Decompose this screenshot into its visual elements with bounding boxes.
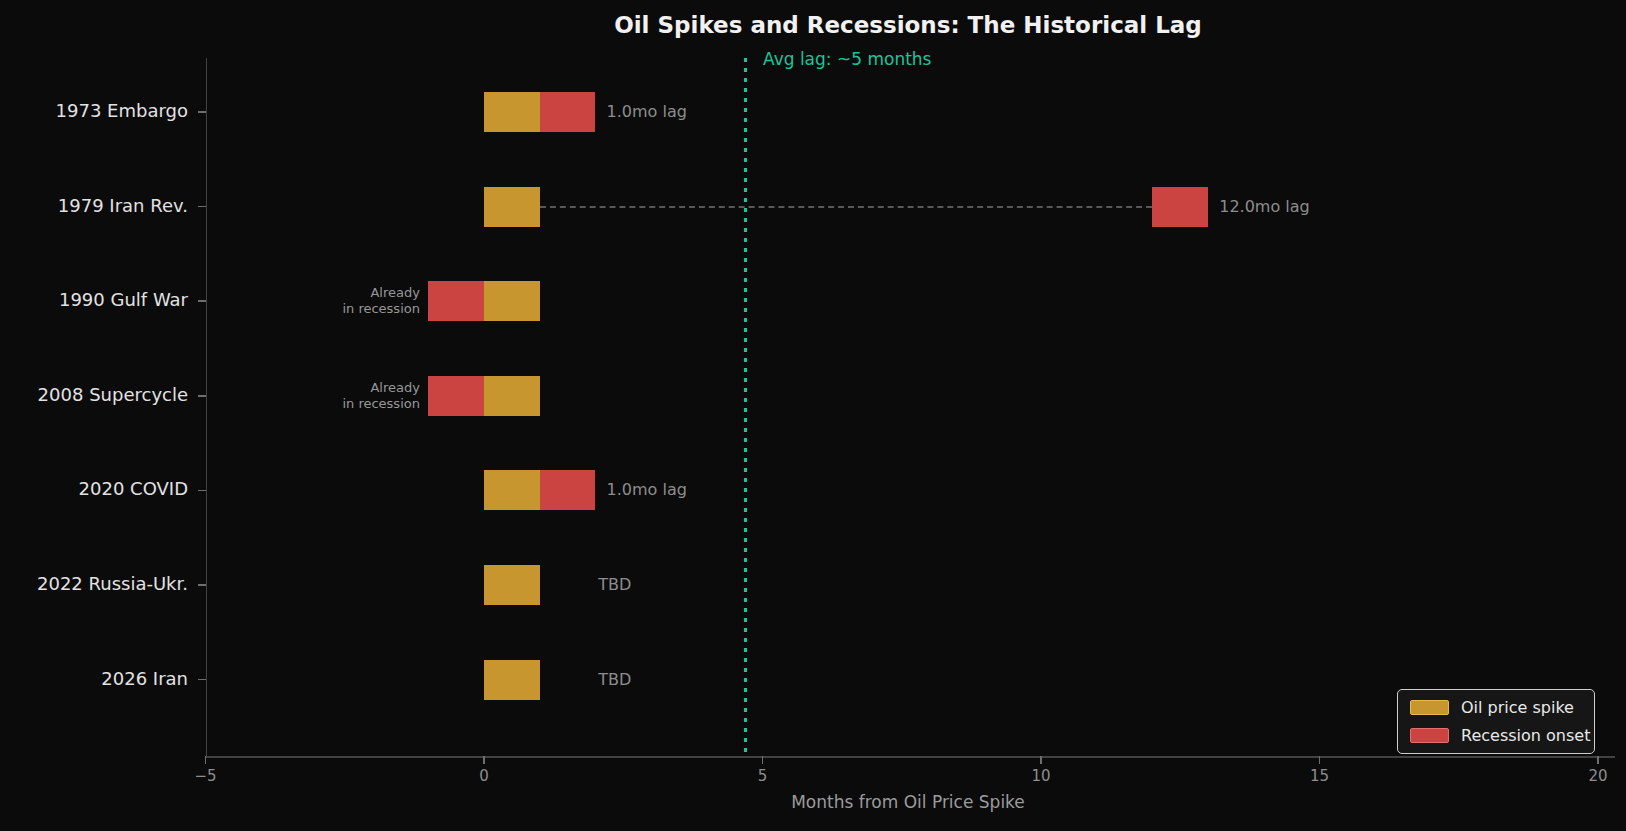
legend-label: Oil price spike: [1461, 698, 1574, 717]
x-tick: [762, 756, 764, 764]
recession-bar: [428, 281, 484, 321]
legend-item-recession-onset: Recession onset: [1410, 726, 1582, 745]
note-annotation: Already in recession: [342, 285, 420, 317]
spike-bar: [484, 187, 540, 227]
x-tick: [205, 756, 207, 764]
recession-bar: [1152, 187, 1208, 227]
lag-annotation: TBD: [598, 670, 631, 689]
category-label: 2020 COVID: [0, 478, 188, 499]
legend: Oil price spike Recession onset: [1397, 689, 1595, 754]
category-label: 1979 Iran Rev.: [0, 195, 188, 216]
y-tick: [198, 111, 206, 113]
lag-annotation: TBD: [598, 575, 631, 594]
recession-bar: [540, 92, 596, 132]
x-tick-label: 5: [733, 767, 793, 785]
recession-bar: [540, 470, 596, 510]
x-axis-title: Months from Oil Price Spike: [791, 792, 1025, 812]
category-label: 1973 Embargo: [0, 100, 188, 121]
x-tick-label: 0: [454, 767, 514, 785]
spike-bar: [484, 470, 540, 510]
note-annotation: Already in recession: [342, 380, 420, 412]
spike-bar: [484, 660, 540, 700]
lag-annotation: 1.0mo lag: [607, 480, 687, 499]
spike-bar: [484, 565, 540, 605]
y-tick: [198, 395, 206, 397]
x-tick-label: 15: [1290, 767, 1350, 785]
category-label: 1990 Gulf War: [0, 289, 188, 310]
spike-bar: [484, 92, 540, 132]
category-label: 2026 Iran: [0, 668, 188, 689]
legend-swatch-oil-spike: [1410, 700, 1449, 715]
spike-bar: [484, 376, 540, 416]
chart-canvas: Oil Spikes and Recessions: The Historica…: [0, 0, 1626, 831]
lag-connector: [540, 206, 1153, 208]
y-axis-spine: [206, 58, 208, 756]
plot-area: −5 0 5 10 15 20 1973 Embargo 1.0mo lag 1979 Iran…: [0, 0, 1626, 831]
avg-lag-line: [744, 58, 747, 756]
x-axis-line: [206, 756, 1615, 758]
legend-label: Recession onset: [1461, 726, 1590, 745]
x-tick-label: 10: [1011, 767, 1071, 785]
y-tick: [198, 300, 206, 302]
x-tick: [483, 756, 485, 764]
x-tick: [1319, 756, 1321, 764]
legend-swatch-recession-onset: [1410, 728, 1449, 743]
y-tick: [198, 679, 206, 681]
recession-bar: [428, 376, 484, 416]
category-label: 2008 Supercycle: [0, 384, 188, 405]
category-label: 2022 Russia-Ukr.: [0, 573, 188, 594]
spike-bar: [484, 281, 540, 321]
y-tick: [198, 206, 206, 208]
lag-annotation: 1.0mo lag: [607, 102, 687, 121]
y-tick: [198, 490, 206, 492]
x-tick-label: −5: [176, 767, 236, 785]
lag-annotation: 12.0mo lag: [1219, 197, 1310, 216]
x-tick-label: 20: [1568, 767, 1626, 785]
legend-item-oil-spike: Oil price spike: [1410, 698, 1582, 717]
y-tick: [198, 584, 206, 586]
x-tick: [1040, 756, 1042, 764]
x-tick: [1597, 756, 1599, 764]
